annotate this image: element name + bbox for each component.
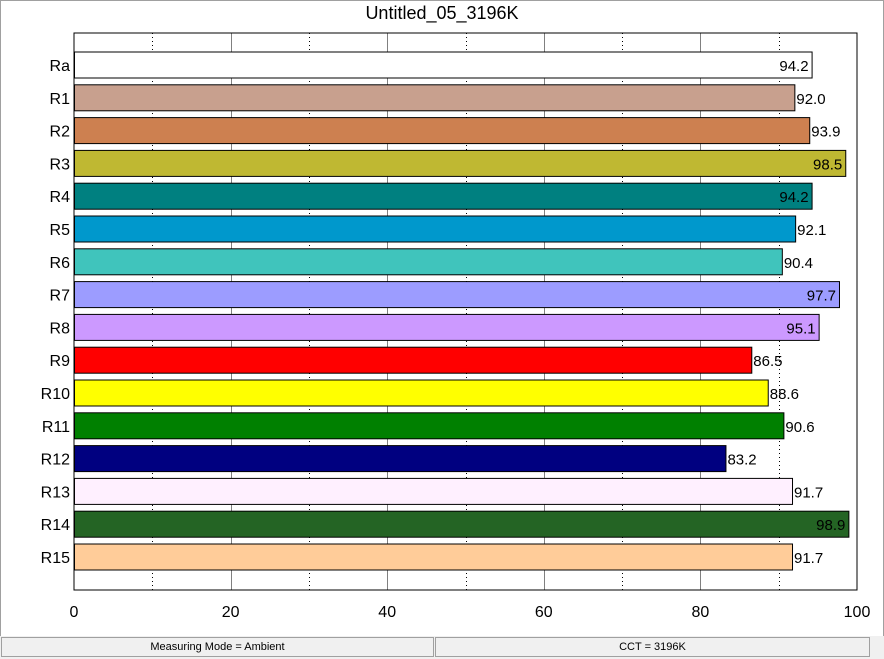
category-label-r8: R8 [50,320,71,337]
x-tick-label-60: 60 [535,604,553,621]
value-label-r10: 88.6 [770,386,799,403]
bar-r8 [74,313,820,341]
bar-ra [74,51,813,79]
category-label-r10: R10 [41,386,70,403]
category-label-r14: R14 [41,517,70,534]
bar-r6 [74,248,783,276]
value-label-ra: 94.2 [779,58,808,75]
value-label-r14: 98.9 [816,517,845,534]
category-label-r2: R2 [50,124,71,141]
category-labels: Ra R1 R2 R3 R4 R5 R6 R7 R8 R9 R10 R11 R12 R13 R14 R15 [41,58,70,567]
category-label-r1: R1 [50,91,71,108]
category-label-r7: R7 [50,288,71,305]
x-tick-label-40: 40 [378,604,396,621]
x-tick-labels: 0 20 40 60 80 100 [70,604,871,621]
measuring-mode-status: Measuring Mode = Ambient [1,637,434,657]
value-label-r5: 92.1 [797,222,826,239]
x-tick-label-20: 20 [222,604,240,621]
status-bar: Measuring Mode = Ambient CCT = 3196K [0,636,884,659]
x-tick-label-100: 100 [844,604,871,621]
category-label-r4: R4 [50,189,71,206]
category-label-r9: R9 [50,353,71,370]
chart-title: Untitled_05_3196K [365,3,519,23]
category-label-r13: R13 [41,484,70,501]
bars-layer: 94.2 92.0 93.9 98.5 94.2 92.1 90.4 97.7 95.186.5… [74,51,850,571]
value-label-r6: 90.4 [784,255,813,272]
bar-chart: 94.2 92.0 93.9 98.5 94.2 92.1 90.4 97.7 95.186.5… [41,32,871,621]
bar-r4 [74,182,813,210]
category-label-r5: R5 [50,222,71,239]
bar-r7 [74,281,840,309]
category-label-r15: R15 [41,550,70,567]
category-label-ra: Ra [50,58,71,75]
value-label-r2: 93.9 [811,124,840,141]
bar-r11 [74,412,785,440]
value-label-r3: 98.5 [813,156,842,173]
value-label-r7: 97.7 [807,288,836,305]
category-label-r3: R3 [50,156,71,173]
value-label-r1: 92.0 [796,91,825,108]
value-label-r13: 91.7 [794,484,823,501]
value-label-r4: 94.2 [779,189,808,206]
bar-r9 [74,346,753,374]
value-label-r8: 95.1 [786,320,815,337]
value-label-r12: 83.2 [727,452,756,469]
value-label-r11: 90.6 [785,419,814,436]
bar-r14 [74,510,850,538]
category-label-r11: R11 [42,419,70,436]
bar-r3 [74,149,847,177]
value-label-r9: 86.5 [753,353,782,370]
bar-r1 [74,84,796,112]
plot-area [73,32,858,591]
bar-r15 [74,543,794,571]
cct-status: CCT = 3196K [435,637,870,657]
x-tick-label-0: 0 [70,604,79,621]
bar-r2 [74,117,811,145]
grid-layer [152,33,780,590]
bar-r12 [74,445,727,473]
category-label-r6: R6 [50,255,71,272]
x-tick-label-80: 80 [692,604,710,621]
bar-r13 [74,477,794,505]
bar-r5 [74,215,797,243]
category-label-r12: R12 [41,452,70,469]
value-label-r15: 91.7 [794,550,823,567]
bar-r10 [74,379,769,407]
